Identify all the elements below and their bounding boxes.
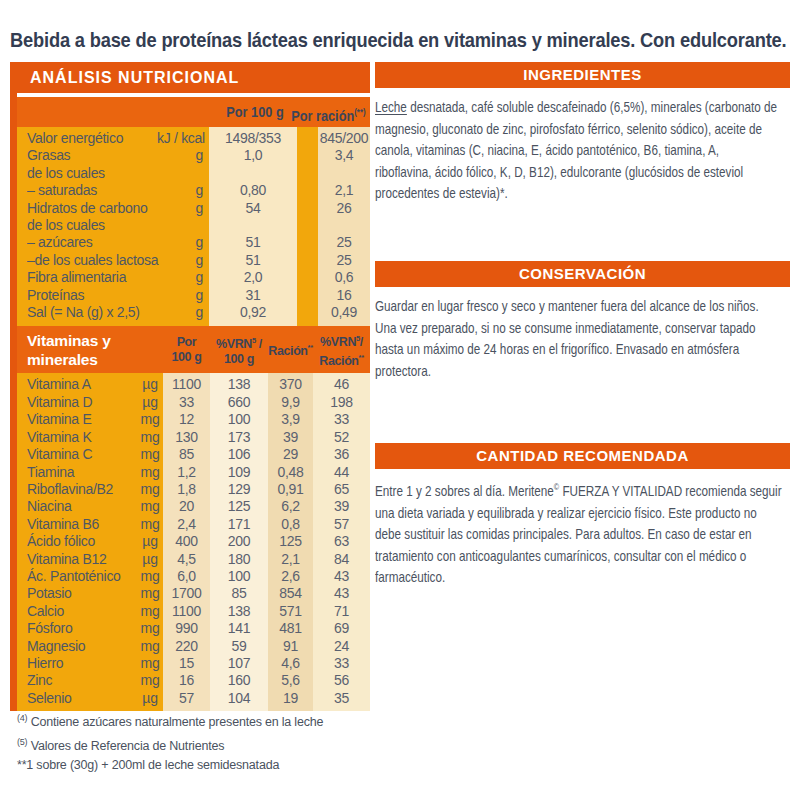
vitamin-row: Selenioµg571041935 — [17, 690, 370, 707]
ingredientes-header: INGREDIENTES — [375, 62, 790, 88]
footnote: (5) Valores de Referencia de Nutrientes — [17, 733, 323, 757]
nutrition-row: –de los cuales lactosag5125 — [17, 252, 370, 269]
vit-col-vrn100: %VRN5 /100 g — [210, 333, 268, 367]
footnote: (4) Contiene azúcares naturalmente prese… — [17, 709, 323, 733]
col-header-racion: Por ración(**) — [292, 97, 366, 131]
nutrition-row: Valor energéticokJ / kcal1498/353845/200 — [17, 130, 370, 147]
text-line: magnesio, gluconato de zinc, pirofosfato… — [375, 118, 790, 140]
nutrition-row: Fibra alimentariag2,00,6 — [17, 269, 370, 286]
footnotes: (4) Contiene azúcares naturalmente prese… — [17, 709, 323, 776]
vitamin-row: Ác. Pantoténicomg6,01002,643 — [17, 568, 370, 585]
vitamin-row: Ácido fólicoµg40020012563 — [17, 533, 370, 550]
text-line: tratamiento con anticoagulantes cumaríni… — [375, 545, 790, 567]
col-header-per100: Por 100 g — [218, 97, 293, 127]
vitamin-row: Tiaminamg1,21090,4844 — [17, 464, 370, 481]
section-ingredientes: INGREDIENTES Leche desnatada, café solub… — [375, 62, 790, 204]
text-line: canola, vitaminas (C, niacina, E, ácido … — [375, 139, 790, 161]
text-line: procedentes de estevia)*. — [375, 182, 790, 204]
vit-col-racion: Ración** — [268, 340, 313, 359]
vitamins-title: Vitaminas yminerales — [17, 331, 163, 369]
text-line: hasta un máximo de 24 horas en el frigor… — [375, 338, 790, 360]
section-cantidad: CANTIDAD RECOMENDADA Entre 1 y 2 sobres … — [375, 443, 790, 588]
vit-col-per100: Por100 g — [163, 335, 210, 365]
vitamin-row: Vitamina Emg121003,933 — [17, 411, 370, 428]
cantidad-text: Entre 1 y 2 sobres al día. Meritene© FUE… — [375, 477, 790, 588]
text-line: Guardar en lugar fresco y seco y mantene… — [375, 295, 790, 317]
vitamin-row: Vitamina Kmg1301733952 — [17, 429, 370, 446]
cantidad-header: CANTIDAD RECOMENDADA — [375, 443, 790, 469]
vitamin-row: Potasiomg17008585443 — [17, 585, 370, 602]
vitamins-header: Vitaminas yminerales Por100 g %VRN5 /100… — [17, 326, 370, 373]
vitamin-row: Vitamina Aµg110013837046 — [17, 376, 370, 393]
conservacion-header: CONSERVACIÓN — [375, 261, 790, 287]
vitamin-row: Niacinamg201256,239 — [17, 498, 370, 515]
nutrition-table: Por 100 g Por ración(**) Valor energétic… — [17, 97, 370, 711]
vitamin-row: Vitamina B12µg4,51802,184 — [17, 551, 370, 568]
table-padding — [17, 321, 370, 326]
section-conservacion: CONSERVACIÓN Guardar en lugar fresco y s… — [375, 261, 790, 381]
nutrition-row: de los cuales — [17, 165, 370, 182]
vitamin-row: Vitamina B6mg2,41710,857 — [17, 516, 370, 533]
nutrition-row: de los cuales — [17, 217, 370, 234]
text-line: protectora. — [375, 360, 790, 382]
ingredientes-text: Leche desnatada, café soluble descafeina… — [375, 96, 790, 204]
nutrition-row: Grasasg1,03,4 — [17, 147, 370, 164]
nutrition-row: Proteínasg3116 — [17, 287, 370, 304]
nutrition-label-page: Bebida a base de proteínas lácteas enriq… — [0, 0, 800, 800]
text-line: debe sustituir las comidas principales. … — [375, 523, 790, 545]
nutrition-row: Sal (= Na (g) x 2,5)g0,920,49 — [17, 304, 370, 321]
text-line: farmacéutico. — [375, 566, 790, 588]
text-line: Leche desnatada, café soluble descafeina… — [375, 96, 790, 118]
vit-col-vrnracion: %VRN5/Ración** — [313, 331, 370, 369]
vitamin-row: Fósforomg99014148169 — [17, 620, 370, 637]
text-line: Una vez preparado, si no se consume inme… — [375, 317, 790, 339]
text-line: Entre 1 y 2 sobres al día. Meritene© FUE… — [375, 477, 790, 502]
nutrition-rows: Valor energéticokJ / kcal1498/353845/200… — [17, 127, 370, 326]
text-line: riboflavina, ácido fólico, K, D, B12), e… — [375, 161, 790, 183]
vitamin-row: Magnesiomg220599124 — [17, 638, 370, 655]
nutrition-table-header: Por 100 g Por ración(**) — [17, 97, 370, 127]
vitamin-row: Hierromg151074,633 — [17, 655, 370, 672]
vitamin-row: Zincmg161605,656 — [17, 672, 370, 689]
nutrition-row: Hidratos de carbonog5426 — [17, 200, 370, 217]
text-line: una dieta variada y equilibrada y realiz… — [375, 502, 790, 524]
vitamin-row: Vitamina Dµg336609,9198 — [17, 394, 370, 411]
analisis-header: ANÁLISIS NUTRICIONAL — [10, 62, 370, 93]
footnote: **1 sobre (30g) + 200ml de leche semides… — [17, 756, 323, 775]
vitamin-row: Vitamina Cmg851062936 — [17, 446, 370, 463]
vitamin-rows: Vitamina Aµg110013837046Vitamina Dµg3366… — [17, 373, 370, 711]
vitamin-row: Riboflavina/B2mg1,81290,9165 — [17, 481, 370, 498]
left-accent-strip — [10, 62, 17, 711]
conservacion-text: Guardar en lugar fresco y seco y mantene… — [375, 295, 790, 381]
vitamin-row: Calciomg110013857171 — [17, 603, 370, 620]
nutrition-row: – saturadasg0,802,1 — [17, 182, 370, 199]
nutrition-row: – azúcaresg5125 — [17, 234, 370, 251]
page-title: Bebida a base de proteínas lácteas enriq… — [10, 28, 787, 52]
